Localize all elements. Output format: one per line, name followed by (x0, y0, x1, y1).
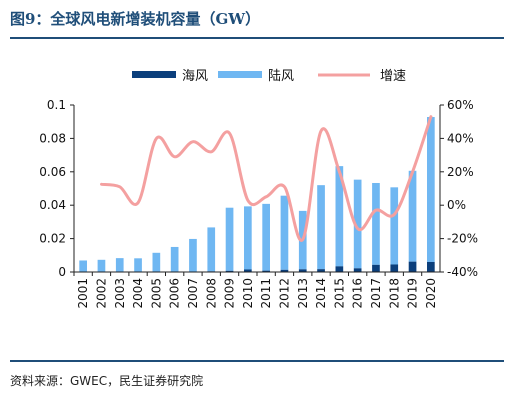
bar-offshore-2011 (262, 270, 270, 272)
bar-onshore-2009 (225, 207, 234, 271)
x-tick-label: 2005 (149, 278, 163, 309)
bar-onshore-2003 (115, 258, 124, 272)
bar-offshore-2015 (335, 266, 344, 272)
x-tick-label: 2010 (241, 278, 255, 309)
growth-line (100, 115, 433, 242)
bar-onshore-2004 (134, 258, 142, 272)
x-tick-label: 2007 (186, 278, 200, 309)
bar-onshore-2005 (152, 252, 161, 272)
legend: 海风 陆风 增速 (132, 68, 406, 84)
bar-onshore-2019 (408, 170, 417, 262)
bar-onshore-2010 (244, 206, 252, 270)
bar-offshore-2009 (225, 270, 234, 272)
x-tick-label: 2014 (314, 278, 328, 309)
right-tick-label: 0% (447, 198, 466, 212)
bar-onshore-2015 (335, 166, 344, 267)
x-tick-label: 2018 (387, 278, 401, 309)
title-rule (10, 37, 504, 39)
bar-offshore-2018 (390, 264, 399, 272)
x-tick-label: 2006 (168, 278, 182, 309)
x-tick-label: 2017 (369, 278, 383, 309)
bar-offshore-2013 (298, 269, 307, 272)
legend-swatch (218, 71, 262, 78)
bar-onshore-2007 (189, 238, 197, 272)
x-tick-label: 2003 (113, 278, 127, 309)
x-tick-label: 2004 (131, 278, 145, 309)
x-tick-label: 2012 (277, 278, 291, 309)
bar-offshore-2016 (353, 268, 362, 272)
left-tick-label: 0.02 (39, 232, 66, 246)
x-tick-label: 2020 (424, 278, 438, 309)
bar-onshore-2017 (372, 182, 380, 265)
bar-onshore-2002 (97, 259, 106, 272)
bar-offshore-2019 (408, 261, 417, 272)
bars (79, 117, 435, 272)
legend-label: 陆风 (268, 68, 294, 84)
legend-swatch (132, 71, 176, 78)
x-tick-label: 2002 (94, 278, 108, 309)
left-tick-label: 0.1 (47, 98, 66, 112)
x-tick-label: 2013 (296, 278, 310, 309)
bar-offshore-2020 (427, 261, 435, 272)
left-tick-label: 0.08 (39, 131, 66, 145)
bar-onshore-2001 (79, 260, 87, 272)
bar-onshore-2014 (317, 185, 325, 270)
right-tick-label: -20% (447, 232, 478, 246)
wind-capacity-chart: 海风 陆风 增速 0 0.02 0.04 0.06 0.08 0.1 -40% -20% 0% 20%… (39, 68, 478, 309)
bar-offshore-2017 (372, 264, 380, 272)
figure-title: 图9：全球风电新增装机容量（GW） (10, 10, 261, 28)
bar-offshore-2014 (317, 269, 325, 272)
x-tick-label: 2001 (76, 278, 90, 309)
source-note: 资料来源：GWEC，民生证券研究院 (10, 374, 204, 388)
x-tick-label: 2011 (259, 278, 273, 309)
bar-offshore-2012 (280, 269, 289, 272)
x-tick-label: 2009 (223, 278, 237, 309)
bar-onshore-2006 (170, 246, 179, 272)
right-tick-label: 40% (447, 131, 474, 145)
right-tick-label: -40% (447, 265, 478, 279)
left-tick-label: 0.06 (39, 165, 66, 179)
bar-onshore-2016 (353, 179, 362, 269)
x-tick-label: 2016 (351, 278, 365, 309)
left-tick-label: 0.04 (39, 198, 66, 212)
legend-label: 增速 (380, 69, 406, 84)
x-tick-label: 2019 (406, 278, 420, 309)
bar-onshore-2008 (207, 227, 216, 272)
legend-label: 海风 (182, 69, 208, 84)
bar-offshore-2010 (244, 269, 252, 272)
bar-onshore-2012 (280, 195, 289, 270)
bar-onshore-2020 (427, 117, 435, 262)
right-tick-label: 20% (447, 165, 474, 179)
growth-line-layer (100, 115, 433, 242)
x-tick-label: 2008 (204, 278, 218, 309)
bar-onshore-2011 (262, 203, 270, 271)
left-tick-label: 0 (58, 265, 66, 279)
footer-rule (10, 360, 504, 362)
axes: 0 0.02 0.04 0.06 0.08 0.1 -40% -20% 0% 20% 40% 60% 2… (39, 98, 478, 309)
right-tick-label: 60% (447, 98, 474, 112)
x-tick-label: 2015 (332, 278, 346, 309)
bar-onshore-2018 (390, 187, 399, 265)
